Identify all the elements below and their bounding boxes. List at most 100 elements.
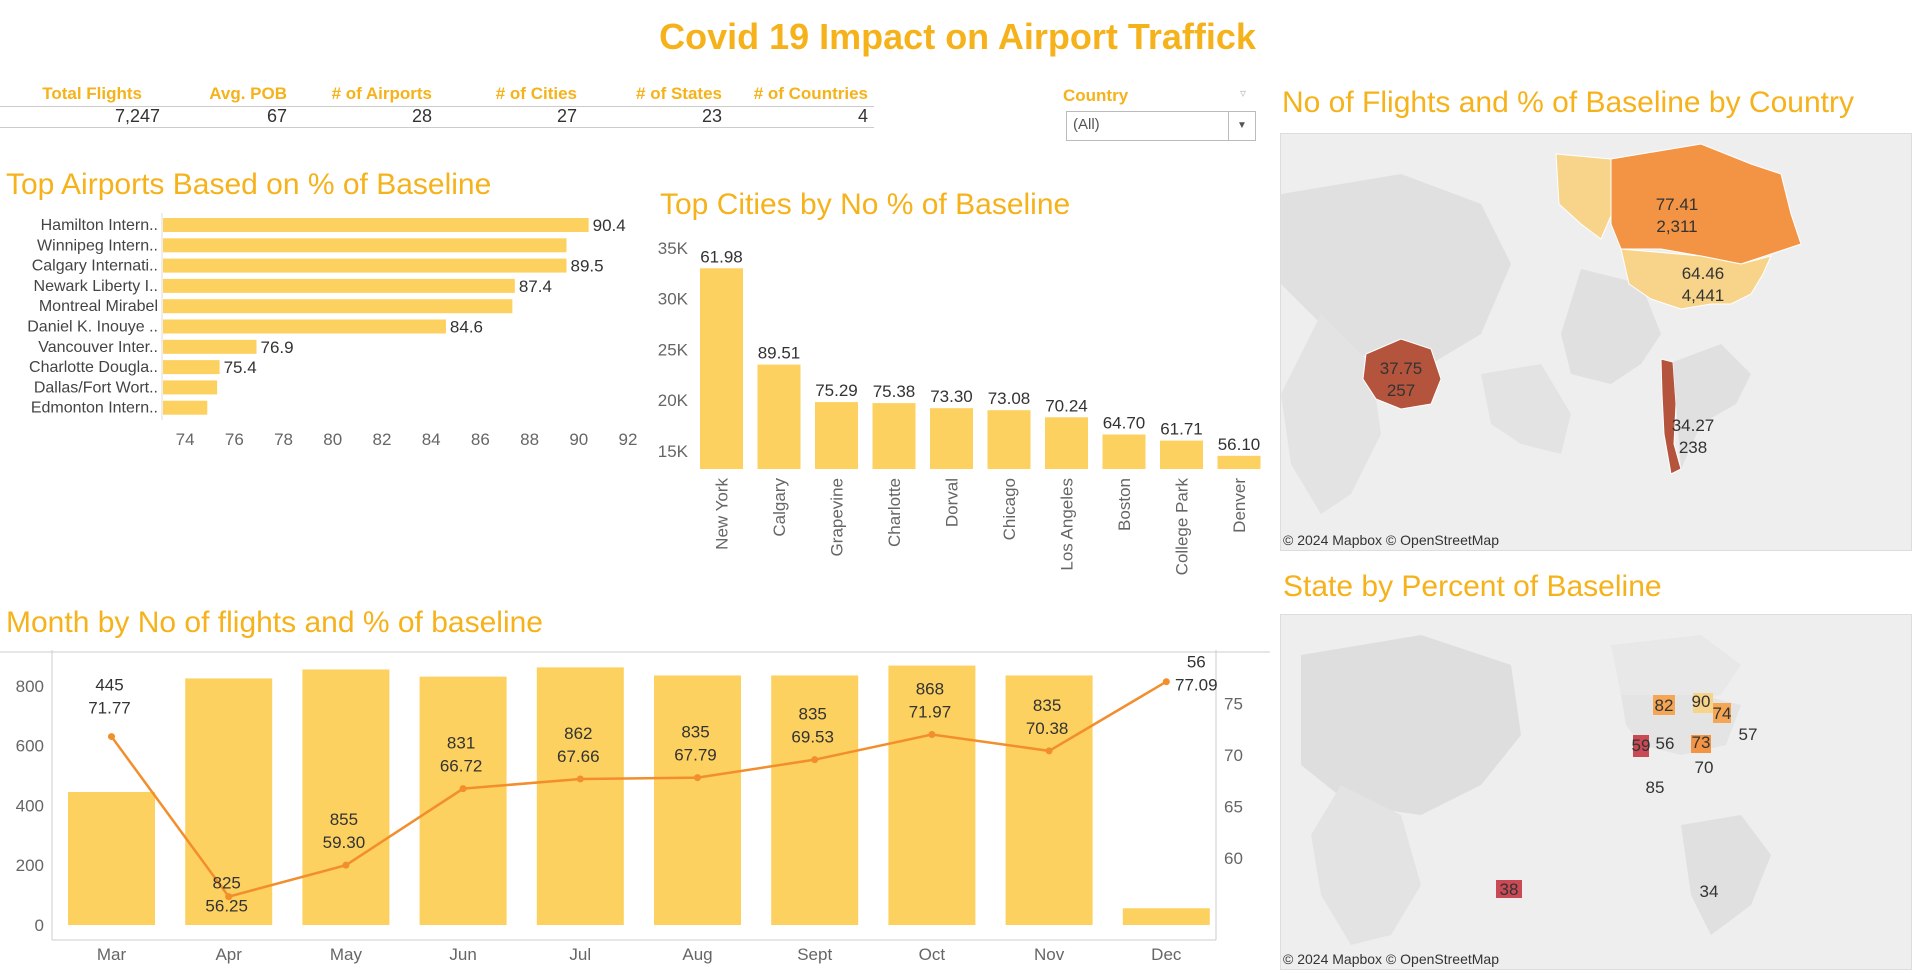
months-y2-tick: 75 xyxy=(1224,694,1243,713)
month-bar[interactable] xyxy=(1005,675,1093,925)
airport-category-label: Hamilton Intern.. xyxy=(41,217,158,234)
kpi-countries-value: 4 xyxy=(857,106,868,126)
filter-funnel-icon[interactable]: ▿ xyxy=(1240,86,1247,100)
cities-y-tick: 15K xyxy=(658,442,689,461)
month-bar[interactable] xyxy=(536,667,624,925)
month-category-label: Mar xyxy=(97,945,127,964)
month-line-point[interactable] xyxy=(1045,747,1053,755)
state-region-73[interactable] xyxy=(1691,735,1711,753)
month-bar[interactable] xyxy=(771,675,859,925)
cities-bar-chart: 61.98 89.51 75.29 75.38 73.30 73.08 70.24 64.70… xyxy=(658,239,1261,575)
state-region-59[interactable] xyxy=(1633,735,1649,757)
airport-bar[interactable] xyxy=(163,258,567,273)
canada-flights-label: 2,311 xyxy=(1656,217,1697,236)
city-category-label: Charlotte xyxy=(885,478,904,547)
airport-bar[interactable] xyxy=(163,319,446,334)
usa-pct-label: 64.46 xyxy=(1682,264,1725,283)
airport-bar[interactable] xyxy=(163,339,257,354)
month-line-point[interactable] xyxy=(225,893,233,901)
airport-bar[interactable] xyxy=(163,278,515,293)
month-pct-label: 56.25 xyxy=(205,897,248,916)
city-value-label: 73.30 xyxy=(930,387,973,406)
month-count-label: 56 xyxy=(1187,653,1206,672)
months-y-tick: 600 xyxy=(16,737,44,756)
australia-region[interactable] xyxy=(1362,338,1442,410)
city-bar[interactable] xyxy=(1102,434,1146,469)
usa-region[interactable] xyxy=(1620,248,1772,310)
city-bar[interactable] xyxy=(1160,440,1203,469)
airport-category-label: Dallas/Fort Wort.. xyxy=(34,379,158,396)
month-line-point[interactable] xyxy=(108,733,115,741)
state-map[interactable]: 82 90 74 57 59 56 73 70 85 38 34 © 2024 … xyxy=(1280,614,1912,970)
airports-x-tick: 80 xyxy=(323,430,342,449)
city-category-label: Chicago xyxy=(1000,478,1019,540)
city-value-label: 56.10 xyxy=(1218,435,1261,454)
city-bar[interactable] xyxy=(987,410,1031,469)
africa-shape xyxy=(1281,314,1381,514)
state-region-38[interactable] xyxy=(1496,880,1522,898)
month-line-point[interactable] xyxy=(811,756,819,764)
kpi-total-flights-value: 7,247 xyxy=(114,106,160,126)
city-bar[interactable] xyxy=(930,408,973,469)
airport-value-label: 76.9 xyxy=(260,338,293,357)
month-line-point[interactable] xyxy=(576,775,584,783)
state-label-34: 34 xyxy=(1700,882,1719,901)
month-bar[interactable] xyxy=(1122,908,1210,925)
pct-baseline-line xyxy=(110,680,1167,899)
city-category-label: Grapevine xyxy=(828,478,847,556)
state-map-credit: © 2024 Mapbox © OpenStreetMap xyxy=(1283,951,1499,967)
country-filter-select[interactable]: (All) ▼ xyxy=(1066,111,1256,141)
month-bar[interactable] xyxy=(185,678,273,925)
chevron-down-icon[interactable]: ▼ xyxy=(1228,112,1255,140)
city-category-label: Calgary xyxy=(770,478,789,537)
airports-x-tick: 74 xyxy=(176,430,195,449)
kpi-states-value: 23 xyxy=(701,106,722,126)
state-region-90[interactable] xyxy=(1693,693,1713,713)
airport-bar[interactable] xyxy=(163,380,218,395)
month-bar[interactable] xyxy=(888,665,976,925)
city-bar[interactable] xyxy=(1045,417,1088,469)
state-label-59: 59 xyxy=(1632,736,1651,755)
city-bar[interactable] xyxy=(757,364,801,469)
airport-bar[interactable] xyxy=(163,218,589,232)
month-line-point[interactable] xyxy=(1162,678,1170,686)
dashboard-title: Covid 19 Impact on Airport Traffick xyxy=(659,16,1256,57)
city-bar[interactable] xyxy=(700,268,743,469)
airport-bar[interactable] xyxy=(163,360,220,375)
airport-bar[interactable] xyxy=(163,299,513,314)
city-bar[interactable] xyxy=(872,403,916,469)
state-label-73: 73 xyxy=(1692,733,1711,752)
months-y2-tick: 65 xyxy=(1224,797,1243,816)
city-bar[interactable] xyxy=(815,402,858,469)
month-line-point[interactable] xyxy=(342,861,350,869)
city-bar[interactable] xyxy=(1217,455,1261,469)
state-region-82[interactable] xyxy=(1653,695,1675,715)
airports-x-tick: 82 xyxy=(373,430,392,449)
city-value-label: 75.29 xyxy=(815,381,858,400)
state-map-graphic: 82 90 74 57 59 56 73 70 85 38 34 xyxy=(1301,635,1771,945)
city-value-label: 64.70 xyxy=(1103,414,1146,433)
state-label-90: 90 xyxy=(1692,692,1711,711)
airport-bar[interactable] xyxy=(163,238,567,253)
month-bar[interactable] xyxy=(68,792,155,925)
airport-bar[interactable] xyxy=(163,400,208,415)
month-bar[interactable] xyxy=(419,676,507,925)
months-y-tick: 400 xyxy=(16,796,44,815)
month-bar[interactable] xyxy=(302,669,390,925)
month-line-point[interactable] xyxy=(928,731,936,739)
month-count-label: 835 xyxy=(681,723,709,742)
month-line-point[interactable] xyxy=(694,774,701,782)
city-category-label: Los Angeles xyxy=(1058,478,1077,571)
month-category-label: Oct xyxy=(919,945,946,964)
month-bar[interactable] xyxy=(654,675,741,925)
alaska-region[interactable] xyxy=(1555,153,1617,240)
canada-region[interactable] xyxy=(1610,143,1802,265)
chile-flights-label: 238 xyxy=(1679,438,1707,457)
country-map[interactable]: 77.41 2,311 64.46 4,441 37.75 257 34.27 … xyxy=(1280,133,1912,551)
state-region-74[interactable] xyxy=(1713,703,1731,723)
city-value-label: 70.24 xyxy=(1045,396,1088,415)
months-combo-chart: 445 71.77 825 56.25 855 59.30 831 66.72 862 67.66… xyxy=(0,650,1270,964)
month-line-point[interactable] xyxy=(459,785,467,793)
canada-pct-label: 77.41 xyxy=(1656,195,1699,214)
kpi-countries-label: # of Countries xyxy=(753,84,868,103)
